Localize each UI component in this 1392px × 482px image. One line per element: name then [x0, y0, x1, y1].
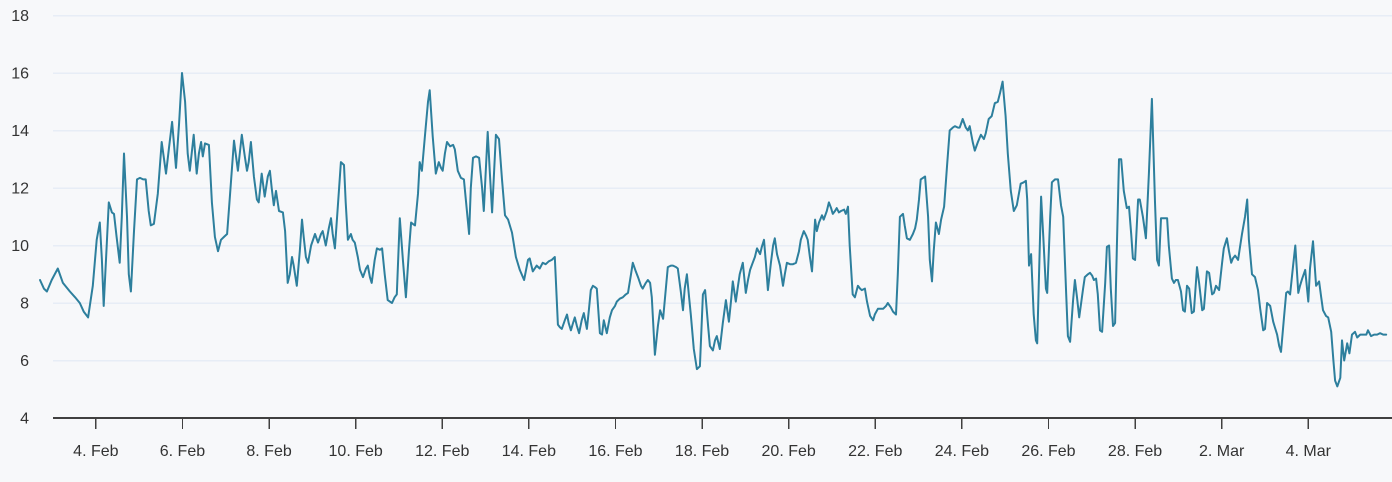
y-axis-tick-label: 10	[11, 238, 29, 255]
y-axis-tick-label: 18	[11, 8, 29, 25]
x-axis-tick-label: 26. Feb	[1021, 443, 1075, 460]
x-axis-tick-label: 22. Feb	[848, 443, 902, 460]
y-axis-tick-label: 12	[11, 181, 29, 198]
x-axis-tick-label: 20. Feb	[762, 443, 816, 460]
x-axis-tick-label: 14. Feb	[502, 443, 556, 460]
x-axis-tick-label: 24. Feb	[935, 443, 989, 460]
x-axis-tick-label: 8. Feb	[246, 443, 291, 460]
y-gridlines	[53, 14, 1392, 362]
x-axis-tick-label: 6. Feb	[160, 443, 205, 460]
x-axis-tick-label: 12. Feb	[415, 443, 469, 460]
x-axis-tick-label: 28. Feb	[1108, 443, 1162, 460]
y-axis-tick-label: 14	[11, 123, 29, 140]
y-axis-tick-label: 16	[11, 66, 29, 83]
x-axis-tick-label: 16. Feb	[588, 443, 642, 460]
x-axis-tick-label: 4. Feb	[73, 443, 118, 460]
y-axis-tick-label: 4	[20, 411, 29, 428]
y-axis-labels: 4 6 8 10 12 14 16 18	[11, 8, 29, 428]
series-line	[39, 72, 1388, 388]
x-axis-tick-label: 2. Mar	[1199, 443, 1245, 460]
y-axis-tick-label: 6	[20, 353, 29, 370]
series-group	[39, 72, 1388, 388]
x-axis-tick-label: 4. Mar	[1286, 443, 1332, 460]
x-axis-tick-label: 10. Feb	[329, 443, 383, 460]
y-axis-tick-label: 8	[20, 296, 29, 313]
x-axis-tick-label: 18. Feb	[675, 443, 729, 460]
x-axis: 4. Feb 6. Feb 8. Feb 10. Feb 12. Feb 14. Feb 1…	[53, 417, 1392, 460]
